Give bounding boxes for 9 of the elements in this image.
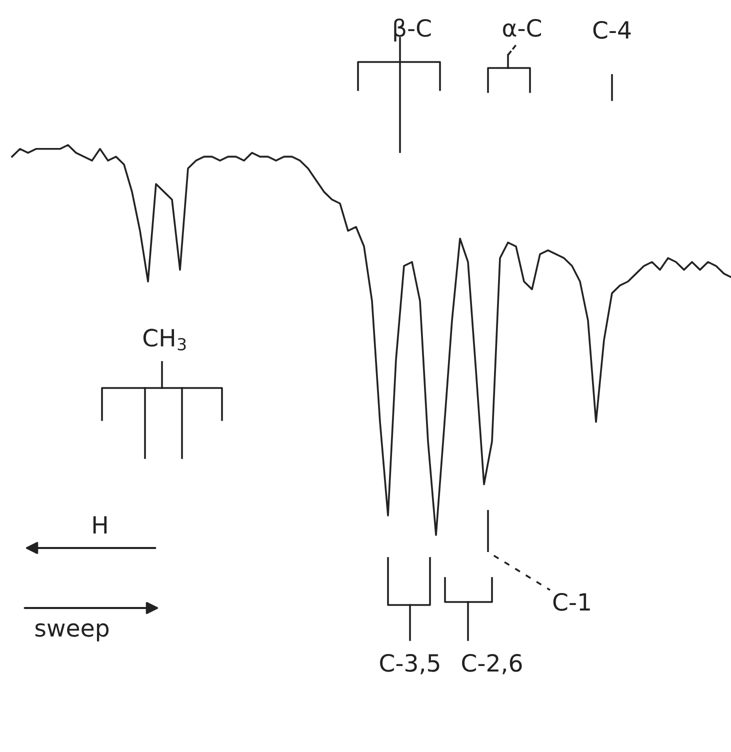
- text: C-1: [553, 592, 590, 611]
- text: C-4: [593, 20, 631, 39]
- text: β-C: [394, 18, 431, 42]
- annotation: H: [93, 516, 107, 534]
- text: C-2,6: [462, 654, 522, 674]
- text: sweep: [35, 623, 109, 642]
- annotation: CH$_{3}$: [143, 328, 186, 350]
- text: C-3,5: [380, 654, 440, 674]
- text: α-C: [503, 18, 542, 37]
